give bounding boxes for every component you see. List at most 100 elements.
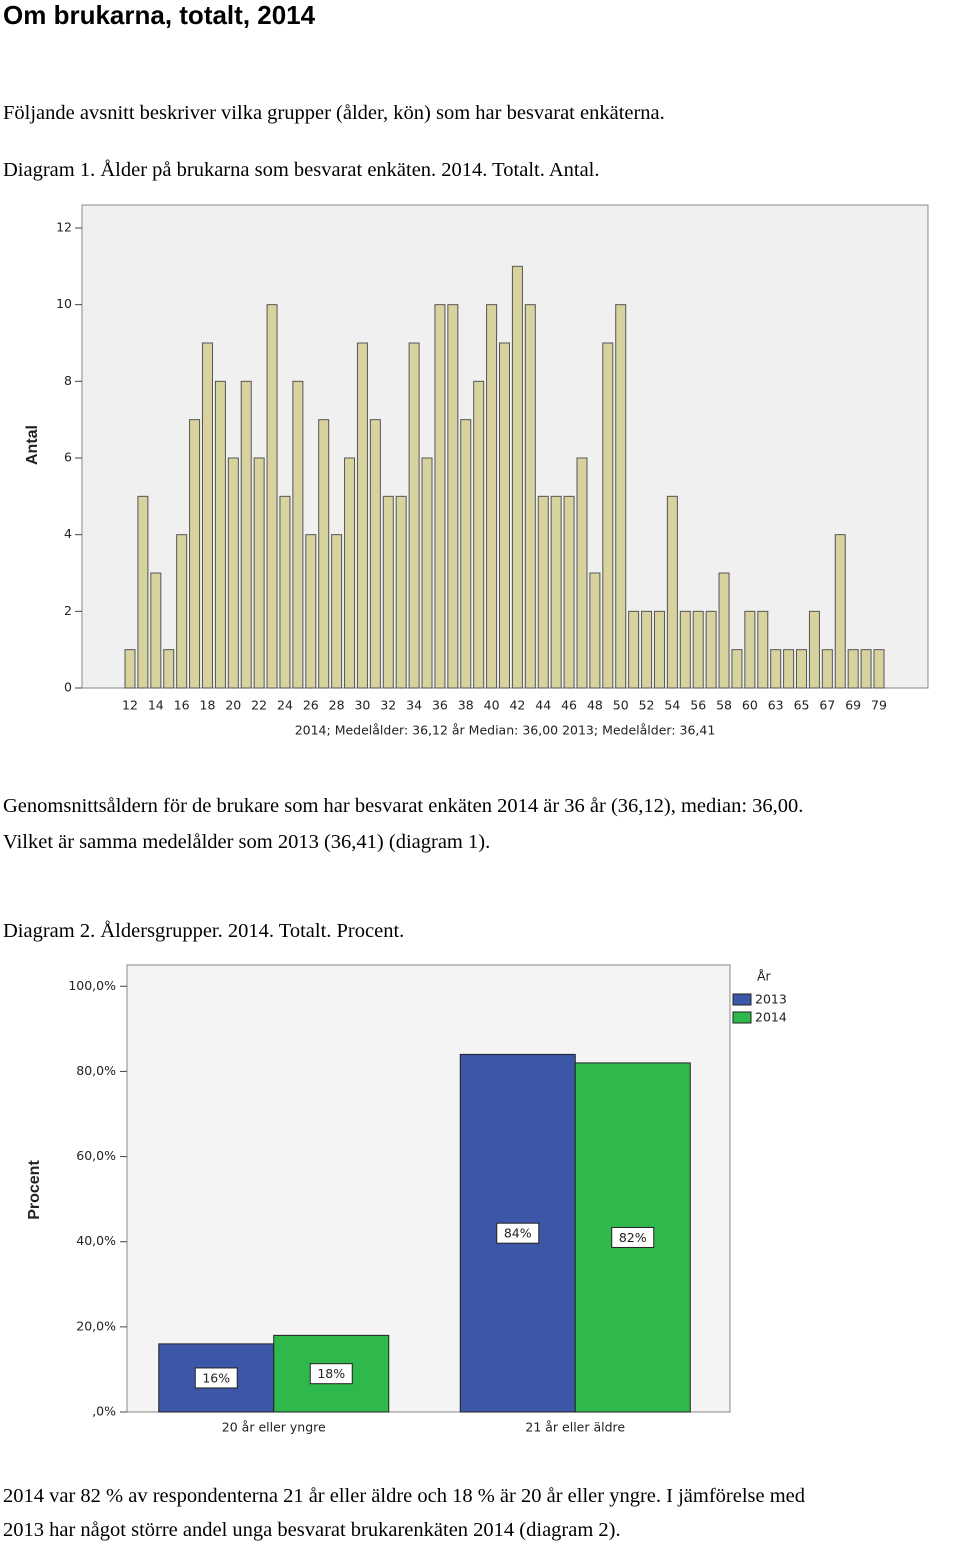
bar <box>214 380 226 689</box>
bar <box>847 649 859 689</box>
bar <box>653 610 665 689</box>
y-tick-label: 8 <box>64 373 72 388</box>
x-tick-label: 79 <box>871 698 887 713</box>
bar <box>253 457 265 689</box>
bar <box>860 649 872 689</box>
legend-label: 2014 <box>755 1010 787 1025</box>
legend-label: 2013 <box>755 992 787 1007</box>
bar <box>240 380 252 689</box>
y-tick-label: 100,0% <box>68 978 116 993</box>
bar <box>628 610 640 689</box>
bar <box>499 342 510 689</box>
bar <box>537 495 549 689</box>
x-tick-label: 63 <box>768 698 784 713</box>
value-label-box <box>309 1363 353 1385</box>
y-tick-label: 20,0% <box>76 1318 116 1333</box>
x-tick-label: 26 <box>303 698 319 713</box>
chart: Procent År ,0% 20,0% 40,0% 60,0% 80,0% 100,0%… <box>26 964 787 1435</box>
x-tick-label: 18 <box>200 698 216 713</box>
bar <box>369 419 381 689</box>
bar <box>176 534 188 689</box>
legend-swatch <box>732 1011 752 1024</box>
bar <box>227 457 239 689</box>
x-tick-label: 42 <box>509 698 525 713</box>
y-tick-label: 2 <box>64 603 72 618</box>
bar <box>356 342 368 689</box>
value-label-box <box>194 1367 238 1389</box>
value-label-box <box>611 1226 655 1248</box>
bar <box>163 649 175 689</box>
bar <box>834 534 846 689</box>
value-label-box <box>496 1222 540 1244</box>
x-tick-label: 46 <box>561 698 577 713</box>
bar <box>395 495 407 689</box>
legend-title: År <box>757 969 772 984</box>
x-tick-label: 56 <box>690 698 706 713</box>
x-tick-label: 38 <box>458 698 474 713</box>
bar <box>434 304 446 689</box>
x-tick-label: 30 <box>354 698 370 713</box>
paragraph: Följande avsnitt beskriver vilka grupper… <box>3 102 665 124</box>
bar <box>266 304 278 689</box>
bar <box>679 610 691 689</box>
bar <box>344 457 356 689</box>
bar <box>318 419 330 689</box>
bar <box>589 572 601 689</box>
x-tick-label: 24 <box>277 698 293 713</box>
bar <box>783 649 795 689</box>
value-label: 84% <box>504 1226 532 1241</box>
bar <box>124 649 136 689</box>
x-tick-label: 65 <box>794 698 810 713</box>
x-tick-label: 44 <box>535 698 551 713</box>
x-tick-label: 34 <box>406 698 422 713</box>
paragraph-line: 2014 var 82 % av respondenterna 21 år el… <box>3 1485 806 1507</box>
value-label: 16% <box>202 1370 230 1385</box>
bar <box>718 572 730 689</box>
bar <box>305 534 317 689</box>
paragraph-line: Genomsnittsåldern för de brukare som har… <box>3 795 804 817</box>
bar <box>279 495 291 689</box>
x-tick-label: 48 <box>587 698 603 713</box>
bar <box>692 610 704 689</box>
y-axis-label: Antal <box>24 425 41 465</box>
bar <box>705 610 717 689</box>
y-tick-label: 60,0% <box>76 1148 116 1163</box>
x-tick-label: 14 <box>148 698 164 713</box>
y-tick-label: 12 <box>56 220 72 235</box>
x-tick-label: 67 <box>819 698 835 713</box>
x-tick-label: 21 år eller äldre <box>525 1420 625 1435</box>
x-tick-label: 60 <box>742 698 758 713</box>
bar <box>382 495 394 689</box>
caption: Diagram 1. Ålder på brukarna som besvara… <box>3 159 600 181</box>
x-tick-label: 28 <box>329 698 345 713</box>
bar <box>602 342 614 689</box>
bar <box>615 304 627 689</box>
paragraph-line: 2013 har något större andel unga besvara… <box>3 1519 621 1541</box>
bar <box>757 610 769 689</box>
x-tick-label: 22 <box>251 698 267 713</box>
bar <box>731 649 743 689</box>
bar <box>550 495 562 689</box>
bar <box>473 380 485 689</box>
bar <box>770 649 782 689</box>
page-title: Om brukarna, totalt, 2014 <box>3 0 316 30</box>
bar <box>408 342 420 689</box>
bar <box>744 610 756 689</box>
y-tick-label: 0 <box>64 680 72 695</box>
y-tick-label: 4 <box>64 526 72 541</box>
bar <box>563 495 575 689</box>
bar <box>641 610 653 689</box>
x-tick-label: 12 <box>122 698 138 713</box>
y-axis-label: Procent <box>26 1160 43 1220</box>
x-axis-label: 2014; Medelålder: 36,12 år Median: 36,00… <box>295 723 716 738</box>
bar <box>460 419 472 689</box>
chart: Antal 2014; Medelålder: 36,12 år Median:… <box>24 204 929 738</box>
caption: Diagram 2. Åldersgrupper. 2014. Totalt. … <box>3 920 405 942</box>
value-label: 82% <box>619 1230 647 1245</box>
x-tick-label: 16 <box>174 698 190 713</box>
bar <box>796 649 808 689</box>
value-label: 18% <box>317 1366 345 1381</box>
x-tick-label: 36 <box>432 698 448 713</box>
x-tick-label: 58 <box>716 698 732 713</box>
